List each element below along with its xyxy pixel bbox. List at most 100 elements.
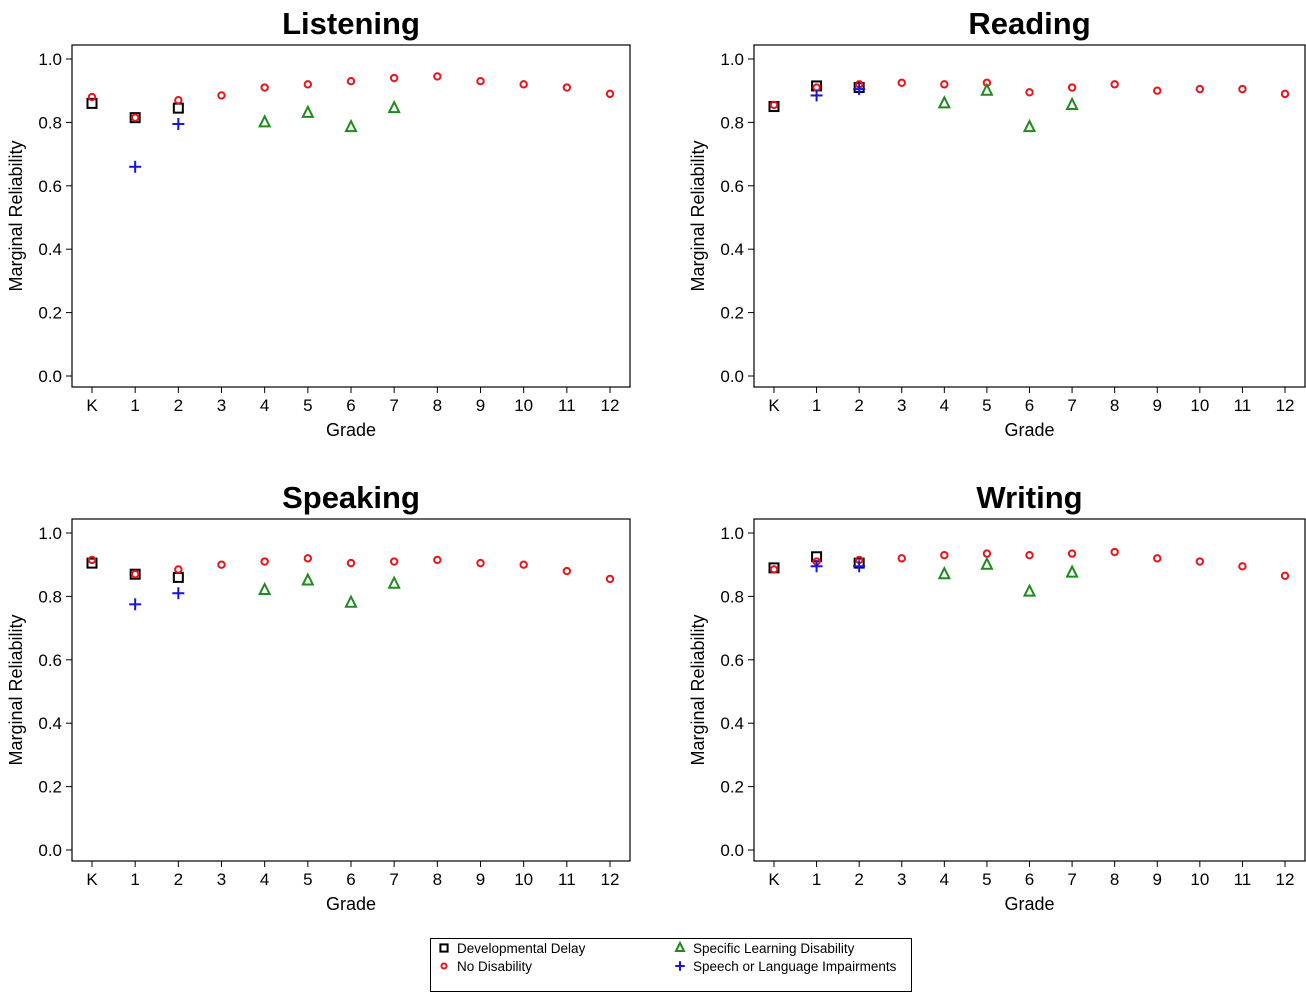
- x-tick-label: 12: [601, 396, 620, 415]
- x-tick-label: 7: [389, 870, 398, 889]
- point-specific-learning-disability: [301, 104, 315, 118]
- x-tick-label: 4: [260, 396, 269, 415]
- panel-title: Speaking: [282, 480, 420, 515]
- point-specific-learning-disability: [258, 114, 272, 128]
- point-specific-learning-disability: [387, 575, 401, 589]
- x-tick-label: 6: [1025, 396, 1034, 415]
- triangle-marker-icon: [674, 941, 686, 952]
- x-axis-label: Grade: [326, 894, 376, 914]
- point-specific-learning-disability: [301, 572, 315, 586]
- point-no-disability: [217, 560, 226, 569]
- point-specific-learning-disability: [1022, 118, 1037, 133]
- y-axis-label: Marginal Reliability: [688, 614, 708, 765]
- x-tick-label: 2: [174, 870, 183, 889]
- x-tick-label: 4: [260, 870, 269, 889]
- legend-symbol: [439, 943, 449, 953]
- y-tick-label: 0.6: [38, 177, 62, 196]
- y-axis-label: Marginal Reliability: [6, 140, 26, 291]
- point-specific-learning-disability: [1022, 583, 1037, 597]
- point-no-disability: [1067, 83, 1077, 92]
- point-no-disability: [940, 550, 949, 560]
- x-tick-label: 3: [217, 870, 226, 889]
- x-tick-label: 1: [130, 396, 139, 415]
- panel-title: Reading: [968, 6, 1090, 41]
- y-tick-label: 0.6: [720, 177, 744, 196]
- x-tick-label: 11: [558, 396, 576, 415]
- point-developmental-delay: [129, 112, 141, 124]
- x-tick-label: 3: [217, 396, 226, 415]
- point-specific-learning-disability: [1065, 564, 1079, 578]
- point-no-disability: [1195, 84, 1205, 94]
- point-no-disability: [87, 92, 97, 102]
- point-no-disability: [217, 91, 226, 100]
- point-no-disability: [562, 566, 572, 576]
- point-specific-learning-disability: [980, 82, 994, 96]
- point-speech-or-language-impairments: [172, 117, 185, 130]
- y-tick-label: 1.0: [720, 524, 744, 543]
- point-no-disability: [130, 570, 140, 579]
- point-developmental-delay: [86, 97, 98, 109]
- plus-marker-icon: [675, 961, 685, 971]
- x-axis-label: Grade: [1004, 420, 1054, 440]
- x-tick-label: 2: [854, 396, 863, 415]
- panel-title: Listening: [282, 6, 420, 41]
- legend-label: Speech or Language Impairments: [693, 958, 897, 974]
- x-tick-label: 2: [174, 396, 183, 415]
- legend-item: No Disability: [437, 957, 532, 975]
- point-no-disability: [1280, 571, 1290, 580]
- point-speech-or-language-impairments: [129, 598, 142, 611]
- x-tick-label: 12: [601, 870, 620, 889]
- point-specific-learning-disability: [344, 594, 358, 608]
- point-developmental-delay: [129, 568, 141, 580]
- plot-frame: [71, 44, 631, 388]
- x-tick-label: 9: [1153, 396, 1162, 415]
- point-no-disability: [346, 76, 356, 86]
- x-tick-label: 5: [982, 870, 991, 889]
- point-no-disability: [346, 558, 356, 568]
- x-tick-label: 11: [1234, 870, 1252, 889]
- x-tick-label: 6: [346, 870, 355, 889]
- x-tick-label: 5: [982, 396, 991, 415]
- x-tick-label: 9: [476, 870, 485, 889]
- y-tick-label: 0.8: [38, 587, 62, 606]
- y-tick-label: 0.2: [38, 304, 62, 323]
- legend-item: Specific Learning Disability: [673, 939, 854, 957]
- x-tick-label: 7: [389, 396, 398, 415]
- x-tick-label: 1: [812, 396, 821, 415]
- point-no-disability: [605, 574, 615, 584]
- point-no-disability: [1153, 554, 1162, 563]
- x-tick-label: 2: [854, 870, 863, 889]
- point-no-disability: [476, 76, 485, 86]
- legend-symbol: [674, 941, 686, 952]
- point-no-disability: [174, 565, 183, 574]
- point-no-disability: [1067, 549, 1077, 558]
- y-tick-label: 0.4: [38, 240, 62, 259]
- point-no-disability: [897, 78, 906, 87]
- y-tick-label: 0.0: [720, 367, 744, 386]
- plot-frame: [71, 518, 631, 862]
- x-tick-label: 12: [1276, 870, 1295, 889]
- x-tick-label: K: [768, 396, 780, 415]
- point-no-disability: [982, 549, 992, 558]
- point-no-disability: [389, 557, 399, 566]
- point-no-disability: [433, 72, 442, 81]
- legend-item: Speech or Language Impairments: [673, 957, 896, 975]
- point-no-disability: [303, 80, 313, 89]
- x-tick-label: 6: [346, 396, 355, 415]
- x-tick-label: 1: [130, 870, 139, 889]
- panel-title: Writing: [976, 480, 1082, 515]
- y-tick-label: 0.2: [720, 304, 744, 323]
- point-no-disability: [940, 80, 949, 89]
- point-speech-or-language-impairments: [172, 587, 185, 600]
- point-no-disability: [769, 565, 779, 574]
- x-tick-label: K: [86, 870, 98, 889]
- y-tick-label: 0.8: [720, 113, 744, 132]
- x-tick-label: 10: [514, 396, 533, 415]
- x-tick-label: 7: [1067, 396, 1076, 415]
- point-no-disability: [1238, 84, 1247, 94]
- x-tick-label: 9: [476, 396, 485, 415]
- legend-label: Developmental Delay: [457, 940, 586, 956]
